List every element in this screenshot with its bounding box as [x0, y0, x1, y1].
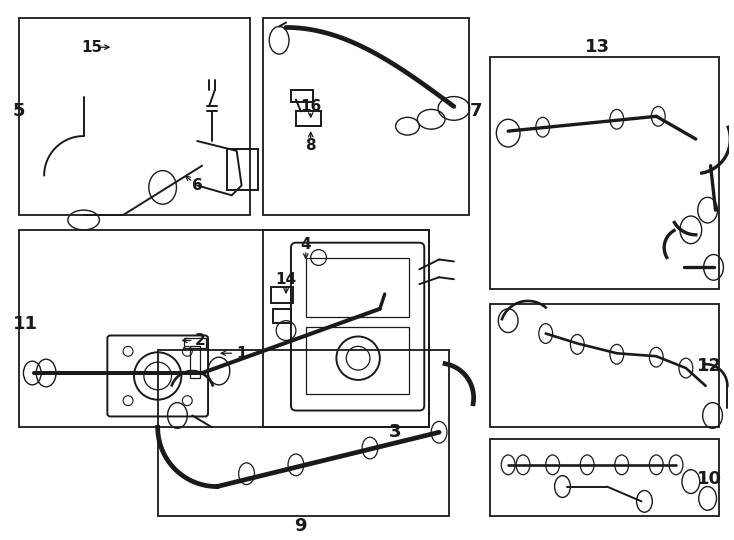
- Text: 14: 14: [275, 272, 297, 287]
- Text: 4: 4: [300, 237, 311, 252]
- Text: 16: 16: [300, 99, 321, 114]
- Text: 5: 5: [12, 103, 25, 120]
- Text: 15: 15: [81, 40, 102, 55]
- Text: 6: 6: [192, 178, 203, 193]
- Bar: [20, 18, 250, 215]
- Text: 9: 9: [294, 517, 307, 535]
- Bar: [184, 339, 206, 348]
- Text: 10: 10: [697, 470, 722, 488]
- Text: 11: 11: [12, 315, 37, 333]
- Text: 7: 7: [470, 103, 482, 120]
- Bar: [264, 18, 469, 215]
- Text: 3: 3: [388, 423, 401, 441]
- Text: 12: 12: [697, 357, 722, 375]
- Bar: [264, 230, 429, 427]
- Text: 1: 1: [236, 346, 247, 361]
- Bar: [20, 230, 429, 427]
- Text: 8: 8: [305, 138, 316, 153]
- Bar: [158, 350, 449, 516]
- Bar: [490, 57, 719, 289]
- Text: 2: 2: [195, 333, 206, 348]
- Bar: [490, 304, 719, 427]
- Bar: [190, 346, 200, 378]
- Text: 13: 13: [584, 38, 609, 56]
- Bar: [490, 439, 719, 516]
